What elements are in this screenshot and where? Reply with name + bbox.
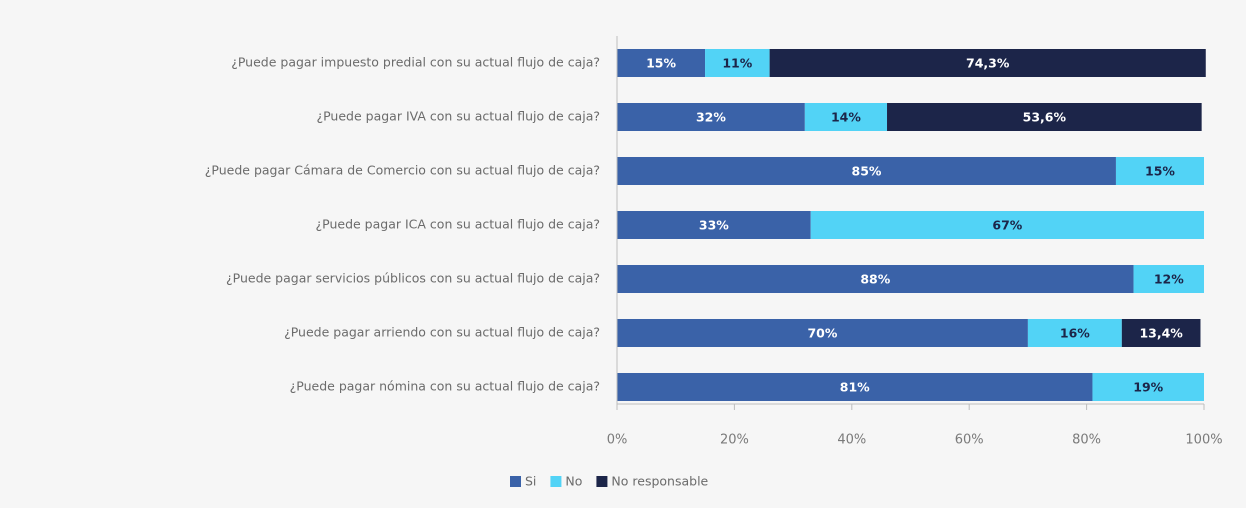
x-tick-label: 40% [837,433,866,448]
data-label: 15% [646,56,676,71]
data-label: 33% [699,218,729,233]
bar-segment [1133,265,1204,293]
data-label: 12% [1154,272,1184,287]
bar-segment [617,157,1116,185]
bar-segment [1115,157,1204,185]
bar-segment [769,49,1206,77]
bar-segment [617,211,811,239]
bar-segment [617,319,1028,347]
x-tick-label: 100% [1185,433,1222,448]
data-label: 15% [1145,164,1175,179]
data-label: 88% [860,272,890,287]
category-label: ¿Puede pagar impuesto predial con su act… [231,55,600,70]
data-label: 70% [807,326,837,341]
bar-segment [617,373,1093,401]
bar-segment [705,49,770,77]
legend-label: Si [525,474,536,489]
bar-segment [1092,373,1204,401]
data-label: 53,6% [1023,110,1067,125]
data-label: 67% [992,218,1022,233]
data-label: 74,3% [966,56,1010,71]
category-label: ¿Puede pagar nómina con su actual flujo … [290,379,600,394]
x-tick-label: 80% [1072,433,1101,448]
legend-swatch [510,476,521,487]
data-label: 19% [1133,380,1163,395]
legend-label: No [565,474,582,489]
category-label: ¿Puede pagar ICA con su actual flujo de … [316,217,600,232]
bar-segment [617,103,805,131]
category-label: ¿Puede pagar arriendo con su actual fluj… [284,325,600,340]
x-tick-label: 60% [955,433,984,448]
bar-segment [804,103,888,131]
legend-swatch [550,476,562,487]
data-label: 16% [1060,326,1090,341]
legend-swatch [596,476,608,487]
legend-label: No responsable [611,474,708,489]
category-label: ¿Puede pagar servicios públicos con su a… [226,271,600,286]
bar-segment [887,103,1202,131]
data-label: 32% [696,110,726,125]
bar-segment [810,211,1204,239]
x-tick-label: 0% [607,433,628,448]
bar-segment [617,265,1134,293]
data-label: 85% [852,164,882,179]
data-label: 14% [831,110,861,125]
category-label: ¿Puede pagar IVA con su actual flujo de … [316,109,600,124]
category-label: ¿Puede pagar Cámara de Comercio con su a… [205,163,600,178]
data-label: 13,4% [1139,326,1183,341]
bar-segment [1027,319,1122,347]
x-tick-label: 20% [720,433,749,448]
data-label: 11% [722,56,752,71]
data-label: 81% [840,380,870,395]
bar-segment [1121,319,1201,347]
bar-segment [617,49,706,77]
